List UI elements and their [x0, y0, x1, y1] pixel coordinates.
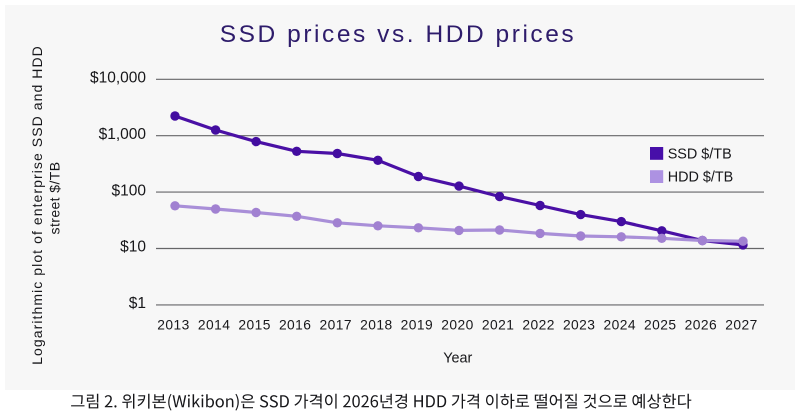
svg-text:$10,000: $10,000	[90, 70, 146, 87]
svg-text:2026: 2026	[685, 318, 718, 333]
svg-text:Logarithmic plot of enterprise: Logarithmic plot of enterprise SSD and H…	[29, 45, 45, 365]
svg-text:$10: $10	[120, 239, 146, 256]
svg-text:2024: 2024	[604, 318, 637, 333]
svg-text:$100: $100	[112, 182, 147, 199]
svg-text:SSD $/TB: SSD $/TB	[668, 146, 732, 162]
svg-text:SSD prices vs. HDD prices: SSD prices vs. HDD prices	[220, 21, 576, 48]
svg-text:2013: 2013	[157, 318, 190, 333]
svg-text:Year: Year	[443, 350, 472, 366]
svg-text:2019: 2019	[401, 318, 434, 333]
svg-text:2021: 2021	[482, 318, 515, 333]
svg-text:$1,000: $1,000	[99, 126, 147, 143]
svg-text:2015: 2015	[238, 318, 271, 333]
svg-text:2014: 2014	[198, 318, 231, 333]
svg-text:2017: 2017	[320, 318, 353, 333]
svg-text:2020: 2020	[441, 318, 474, 333]
svg-text:2022: 2022	[522, 318, 555, 333]
svg-text:HDD $/TB: HDD $/TB	[668, 170, 734, 186]
svg-text:2023: 2023	[563, 318, 596, 333]
svg-text:$1: $1	[129, 295, 146, 312]
svg-text:street $/TB: street $/TB	[47, 162, 63, 235]
svg-text:2025: 2025	[644, 318, 677, 333]
svg-text:2016: 2016	[279, 318, 312, 333]
svg-text:2027: 2027	[725, 318, 758, 333]
svg-text:2018: 2018	[360, 318, 393, 333]
